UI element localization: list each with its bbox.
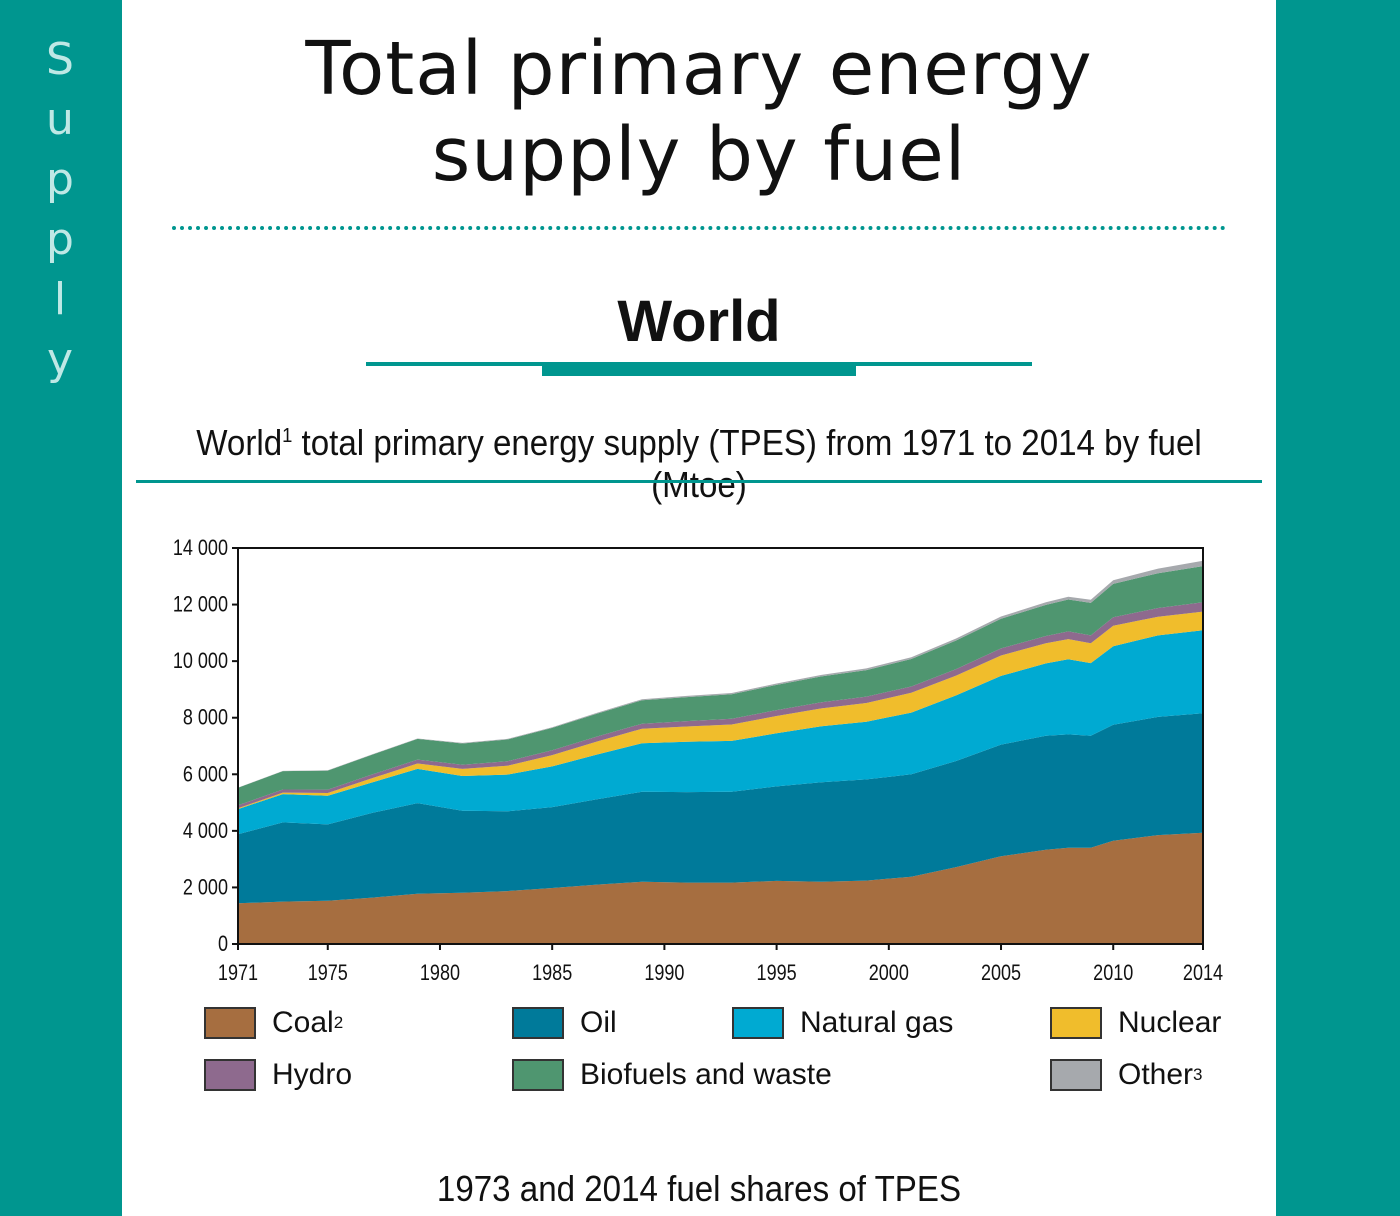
chart-caption-text: total primary energy supply (TPES) from … [292, 422, 1202, 505]
chart-legend: Coal 2 Oil Natural gas Nuclear Hydro Biof… [122, 1006, 1276, 1106]
x-tick-label: 2014 [1183, 961, 1223, 985]
y-tick-label: 8 000 [183, 706, 228, 730]
section-title: World [617, 289, 781, 354]
sidebar-word-supply: S u p p l y [0, 30, 120, 390]
x-tick-label: 1971 [218, 961, 258, 985]
x-tick-label: 1975 [308, 961, 348, 985]
legend-item-biofuels: Biofuels and waste [512, 1058, 832, 1092]
legend-item-oil: Oil [512, 1006, 617, 1040]
legend-label-biofuels: Biofuels and waste [580, 1058, 832, 1091]
area-coal [238, 832, 1203, 944]
area-biofuels-and-waste [238, 566, 1203, 806]
y-tick-label: 0 [218, 932, 228, 956]
x-tick-label: 1980 [420, 961, 460, 985]
x-tick-label: 1985 [532, 961, 572, 985]
y-tick-label: 12 000 [173, 593, 228, 617]
legend-swatch-hydro [204, 1059, 256, 1091]
legend-swatch-natural-gas [732, 1007, 784, 1039]
area-nuclear [238, 611, 1203, 810]
legend-label-coal: Coal [272, 1006, 334, 1039]
legend-label-oil: Oil [580, 1006, 617, 1039]
sidebar-letter: S [46, 34, 74, 85]
sidebar-letter: u [46, 94, 74, 145]
legend-item-coal: Coal 2 [204, 1006, 343, 1040]
x-tick-label: 2010 [1093, 961, 1133, 985]
legend-label-other: Other [1118, 1058, 1194, 1091]
chart-caption-prefix: World [196, 422, 283, 463]
legend-swatch-nuclear [1050, 1007, 1102, 1039]
caption-underline [136, 480, 1262, 483]
y-tick-label: 2 000 [183, 876, 228, 900]
legend-swatch-other [1050, 1059, 1102, 1091]
legend-item-hydro: Hydro [204, 1058, 352, 1092]
x-tick-label: 1995 [757, 961, 797, 985]
legend-item-nuclear: Nuclear [1050, 1006, 1221, 1040]
legend-label-hydro: Hydro [272, 1058, 353, 1091]
page-title-line2: supply by fuel [431, 112, 967, 198]
section-underline-tab [542, 366, 856, 376]
area-hydro [238, 602, 1203, 809]
legend-item-natural-gas: Natural gas [732, 1006, 953, 1040]
page-title-line1: Total primary energy [305, 26, 1093, 112]
area-natural-gas [238, 630, 1203, 835]
y-tick-label: 10 000 [173, 650, 228, 674]
page-title: Total primary energy supply by fuel [122, 26, 1276, 198]
sidebar-letter: y [46, 334, 74, 385]
chart-caption: World1 total primary energy supply (TPES… [168, 422, 1230, 506]
legend-label-nuclear: Nuclear [1118, 1006, 1222, 1039]
y-tick-label: 4 000 [183, 819, 228, 843]
legend-footnote-other: 3 [1193, 1065, 1203, 1084]
x-tick-label: 2005 [981, 961, 1021, 985]
x-tick-label: 1990 [644, 961, 684, 985]
legend-swatch-biofuels [512, 1059, 564, 1091]
legend-swatch-oil [512, 1007, 564, 1039]
y-tick-label: 6 000 [183, 763, 228, 787]
legend-item-other: Other 3 [1050, 1058, 1203, 1092]
y-tick-label: 14 000 [173, 536, 228, 560]
sidebar-letter: p [46, 214, 74, 265]
sidebar-letter: l [53, 274, 67, 325]
legend-swatch-coal [204, 1007, 256, 1039]
plot-frame [237, 547, 1204, 945]
dotted-divider [172, 226, 1226, 230]
area-oil [238, 713, 1203, 904]
legend-label-natural-gas: Natural gas [800, 1006, 954, 1039]
pie-section-caption: 1973 and 2014 fuel shares of TPES [436, 1168, 962, 1209]
section-underline [366, 362, 1032, 366]
page-panel: Total primary energy supply by fuel Worl… [122, 0, 1276, 1216]
legend-footnote-coal: 2 [333, 1013, 344, 1032]
chart-caption-footnote: 1 [282, 425, 293, 447]
sidebar-letter: p [46, 154, 74, 205]
stacked-area-chart: 0 2 000 4 000 6 000 8 000 10 000 12 000 14 000 1… [173, 536, 1223, 985]
x-tick-label: 2000 [869, 961, 909, 985]
